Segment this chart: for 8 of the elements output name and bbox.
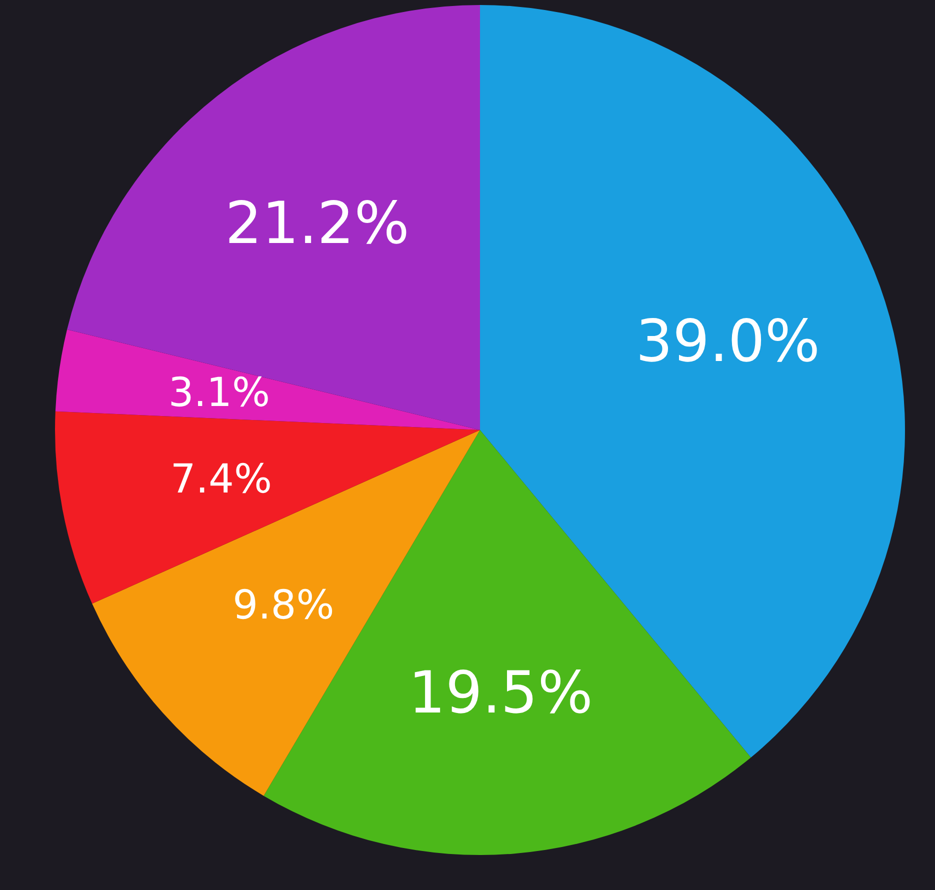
- data-label: 39.0%: [636, 306, 820, 375]
- data-label: 19.5%: [408, 658, 593, 727]
- pie-slice: [55, 329, 480, 430]
- data-label: 9.8%: [232, 582, 334, 628]
- pie-slice: [67, 5, 480, 430]
- data-label: 7.4%: [170, 456, 272, 502]
- data-label: 3.1%: [168, 370, 270, 416]
- data-label: 21.2%: [225, 188, 410, 257]
